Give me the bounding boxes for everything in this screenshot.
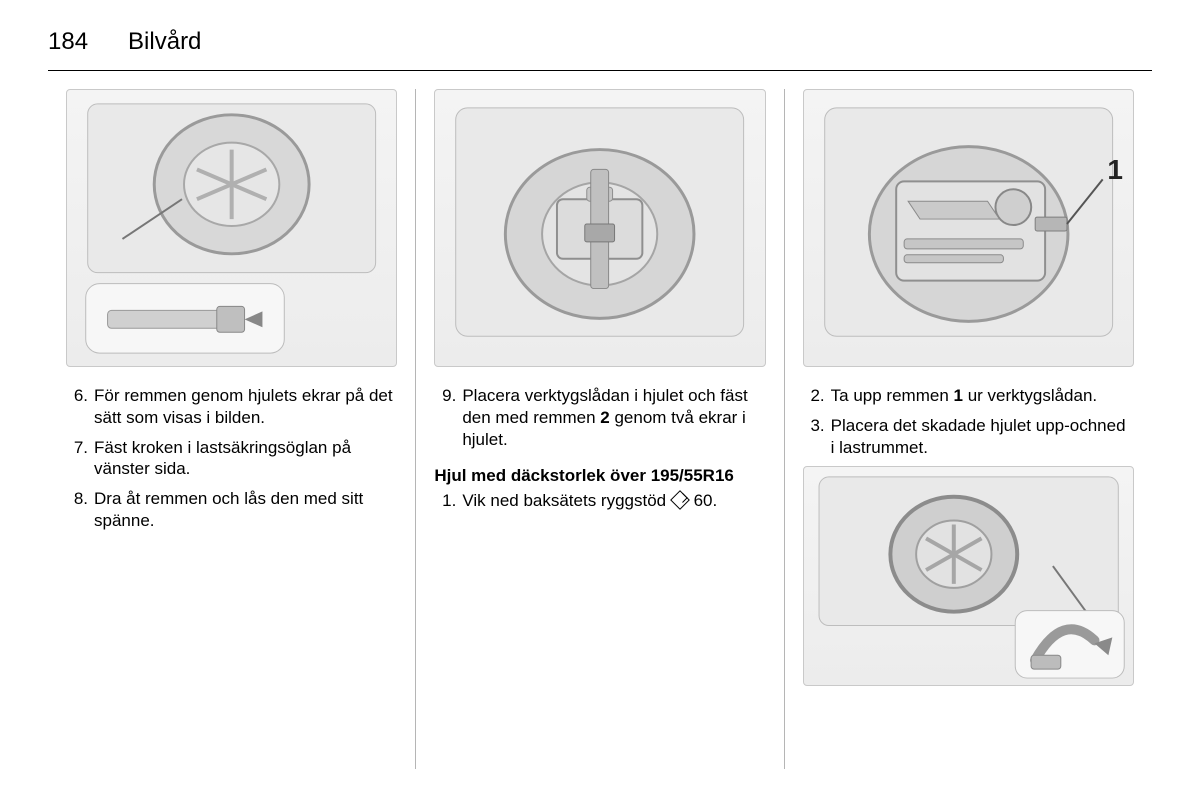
xref-icon — [670, 490, 690, 510]
step-num: 6. — [66, 385, 94, 429]
page-number: 184 — [48, 28, 88, 56]
step-num: 8. — [66, 488, 94, 532]
step-text: Placera det skadade hjulet upp-ochned i … — [831, 415, 1134, 459]
list-item: 9. Placera verktygslådan i hjulet och fä… — [434, 385, 765, 450]
step-num: 9. — [434, 385, 462, 450]
step-text: Vik ned baksätets ryggstöd 60. — [462, 490, 765, 512]
list-item: 2. Ta upp remmen 1 ur verktygslådan. — [803, 385, 1134, 407]
figure-wheel-in-trunk — [803, 466, 1134, 686]
ref-number-1: 1 — [954, 386, 963, 405]
figure-toolbox-on-wheel — [434, 89, 765, 367]
sub-steps-col2: 1. Vik ned baksätets ryggstöd 60. — [434, 490, 765, 512]
column-3: 1 2. Ta upp remmen 1 ur verktygslådan. 3… — [784, 89, 1152, 769]
list-item: 7.Fäst kroken i lastsäkringsöglan på vän… — [66, 437, 397, 481]
ref-number-2: 2 — [600, 408, 609, 427]
steps-col3: 2. Ta upp remmen 1 ur verktygslådan. 3. … — [803, 385, 1134, 458]
page-header: 184 Bilvård — [48, 28, 1152, 71]
steps-col2: 9. Placera verktygslådan i hjulet och fä… — [434, 385, 765, 450]
annotation-1: 1 — [1107, 154, 1123, 186]
step-text: Ta upp remmen 1 ur verktygslådan. — [831, 385, 1134, 407]
step-text: För remmen genom hjulets ekrar på det sä… — [94, 385, 397, 429]
step-num: 3. — [803, 415, 831, 459]
step-text: Placera verktygslådan i hjulet och fäst … — [462, 385, 765, 450]
step-text: Dra åt remmen och lås den med sitt spänn… — [94, 488, 397, 532]
list-item: 8.Dra åt remmen och lås den med sitt spä… — [66, 488, 397, 532]
section-title: Bilvård — [128, 28, 201, 56]
step-text: Fäst kroken i lastsäkringsöglan på vänst… — [94, 437, 397, 481]
figure-strap-through-spokes — [66, 89, 397, 367]
column-2: 9. Placera verktygslådan i hjulet och fä… — [415, 89, 783, 769]
figure-toolbox-open: 1 — [803, 89, 1134, 367]
step-num: 2. — [803, 385, 831, 407]
list-item: 1. Vik ned baksätets ryggstöd 60. — [434, 490, 765, 512]
step-num: 1. — [434, 490, 462, 512]
list-item: 3. Placera det skadade hjulet upp-ochned… — [803, 415, 1134, 459]
steps-col1: 6.För remmen genom hjulets ekrar på det … — [66, 385, 397, 532]
list-item: 6.För remmen genom hjulets ekrar på det … — [66, 385, 397, 429]
step-num: 7. — [66, 437, 94, 481]
content-columns: 6.För remmen genom hjulets ekrar på det … — [48, 89, 1152, 769]
sub-heading: Hjul med däckstorlek över 195/55R16 — [434, 466, 765, 486]
column-1: 6.För remmen genom hjulets ekrar på det … — [48, 89, 415, 769]
